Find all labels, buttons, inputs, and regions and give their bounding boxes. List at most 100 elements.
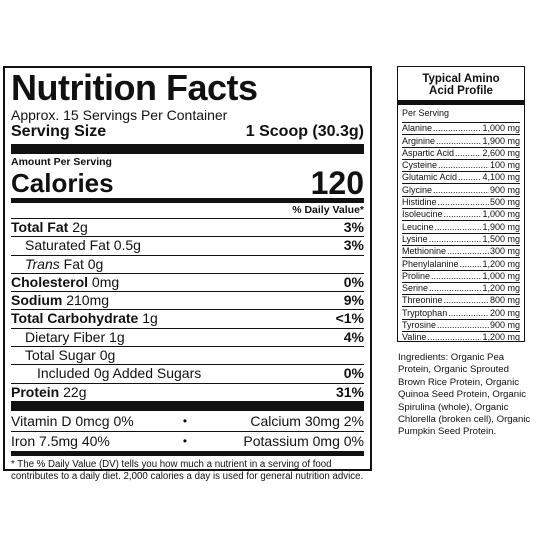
amino-name: Serine <box>402 283 429 294</box>
nutrient-label: Total Fat <box>11 219 69 235</box>
amino-name: Alanine <box>402 123 433 134</box>
amino-name: Valine <box>402 332 427 343</box>
amino-amount: 500 mg <box>489 197 520 208</box>
dot-leader <box>427 332 481 343</box>
nutrient-label: Total Carbohydrate <box>11 310 139 327</box>
nutrient-amount: 0mg <box>91 273 120 290</box>
vitamin-left: Iron 7.5mg 40% <box>11 433 110 450</box>
nutrient-label: Sodium <box>11 292 63 309</box>
bullet: • <box>182 434 188 449</box>
amino-per-serving: Per Serving <box>402 108 450 118</box>
amino-amount: 1,200 mg <box>482 332 520 343</box>
nutrient-label: Saturated Fat <box>25 237 110 254</box>
nutrient-dv: 31% <box>335 383 364 400</box>
amino-row: Methionine 300 mg <box>402 244 520 257</box>
nutrient-row-protein: Protein 22g 31% <box>11 382 364 401</box>
amino-amount: 1,900 mg <box>482 135 520 146</box>
amino-name: Aspartic Acid <box>402 147 455 158</box>
nutrient-label: Protein <box>11 383 60 400</box>
amino-amount: 1,500 mg <box>482 233 520 244</box>
amino-name: Arginine <box>402 135 436 146</box>
amino-name: Tyrosine <box>402 320 437 331</box>
serving-size-value: 1 Scoop (30.3g) <box>245 123 364 140</box>
nutrient-row-added-sugars: Included 0g Added Sugars 0% <box>11 364 364 382</box>
amino-row: Phenylalanine 1,200 mg <box>402 257 520 269</box>
dot-leader <box>436 136 481 147</box>
amino-amount: 900 mg <box>489 320 520 331</box>
nutrient-row-total-carbohydrate: Total Carbohydrate 1g <1% <box>11 309 364 327</box>
dot-leader <box>431 271 481 282</box>
dot-leader <box>429 283 481 294</box>
nutrient-amount: 22g <box>63 383 87 400</box>
nutrient-row-saturated-fat: Saturated Fat 0.5g 3% <box>11 236 364 254</box>
divider-thick <box>11 400 364 411</box>
amino-list: Alanine1,000 mgArginine1,900 mgAspartic … <box>402 122 520 343</box>
amino-row: Lysine 1,500 mg <box>402 232 520 245</box>
amino-name: Leucine <box>402 221 434 232</box>
amino-divider <box>398 100 524 105</box>
amino-row: Histidine 500 mg <box>402 195 520 208</box>
amino-row: Cysteine 100 mg <box>402 158 520 171</box>
amino-amount: 4,100 mg <box>482 172 520 183</box>
nutrient-amount: 210mg <box>66 292 110 309</box>
dot-leader <box>433 123 481 134</box>
amino-amount: 1,000 mg <box>482 123 520 134</box>
divider-medium <box>11 450 364 456</box>
dot-leader <box>433 185 489 196</box>
nutrient-amount: 0g <box>99 347 116 364</box>
dot-leader <box>438 160 489 171</box>
amino-amount: 100 mg <box>489 160 520 171</box>
vitamin-right: Potassium 0mg 0% <box>243 433 364 450</box>
nutrient-amount: 2g <box>72 219 88 235</box>
nutrient-dv: 9% <box>343 292 364 309</box>
nutrient-row-total-fat: Total Fat 2g 3% <box>11 218 364 236</box>
amino-name: Glycine <box>402 184 433 195</box>
amino-row: Threonine 800 mg <box>402 294 520 306</box>
amino-amount: 2,600 mg <box>482 147 520 158</box>
nutrition-facts-panel: Nutrition Facts Approx. 15 Servings Per … <box>3 66 372 482</box>
dot-leader <box>460 259 482 270</box>
amino-acid-profile-panel: Typical Amino Acid Profile Per Serving A… <box>397 66 525 342</box>
amino-row: Glycine 900 mg <box>402 183 520 195</box>
dot-leader <box>458 172 481 183</box>
serving-size-row: Serving Size 1 Scoop (30.3g) <box>11 123 364 141</box>
divider-medium <box>11 198 364 203</box>
dot-leader <box>447 246 489 257</box>
amino-title: Typical Amino Acid Profile <box>402 67 520 97</box>
vitamin-left: Vitamin D 0mcg 0% <box>11 412 134 429</box>
amino-row: Tryptophan 200 mg <box>402 306 520 318</box>
nutrient-row-total-sugar: Total Sugar 0g <box>11 346 364 364</box>
nutrition-facts-title: Nutrition Facts <box>11 67 258 108</box>
amino-row: Alanine 1,000 mg <box>402 122 520 134</box>
amino-amount: 1,200 mg <box>482 258 520 269</box>
dot-leader <box>429 234 482 245</box>
amino-row: Aspartic Acid 2,600 mg <box>402 146 520 159</box>
calories-label: Calories <box>11 168 114 198</box>
amino-row: Tyrosine 900 mg <box>402 318 520 331</box>
daily-value-header: % Daily Value* <box>292 204 364 216</box>
amino-amount: 300 mg <box>489 246 520 257</box>
amino-name: Histidine <box>402 197 437 208</box>
nutrient-amount: 0.5g <box>113 237 141 254</box>
amino-amount: 1,900 mg <box>482 221 520 232</box>
dot-leader <box>437 320 489 331</box>
bullet: • <box>182 413 188 428</box>
nutrient-row-cholesterol: Cholesterol 0mg 0% <box>11 272 364 291</box>
amino-row: Valine 1,200 mg <box>402 331 520 343</box>
vitamin-row: Iron 7.5mg 40% • Potassium 0mg 0% <box>11 430 364 451</box>
dot-leader <box>438 197 489 208</box>
amino-name: Glutamic Acid <box>402 172 458 183</box>
amino-row: Isoleucine 1,000 mg <box>402 208 520 220</box>
dot-leader <box>448 308 489 319</box>
vitamin-right: Calcium 30mg 2% <box>250 412 364 429</box>
amino-row: Serine 1,200 mg <box>402 281 520 294</box>
amino-name: Methionine <box>402 246 447 257</box>
nutrient-dv: 0% <box>343 273 364 290</box>
nutrient-amount: 1g <box>109 328 125 345</box>
amino-name: Cysteine <box>402 160 438 171</box>
amino-title-line-2: Acid Profile <box>429 85 493 97</box>
amino-amount: 1,000 mg <box>482 270 520 281</box>
divider-thick <box>11 144 364 154</box>
nutrient-dv: 0% <box>343 365 364 382</box>
amino-name: Lysine <box>402 233 428 244</box>
